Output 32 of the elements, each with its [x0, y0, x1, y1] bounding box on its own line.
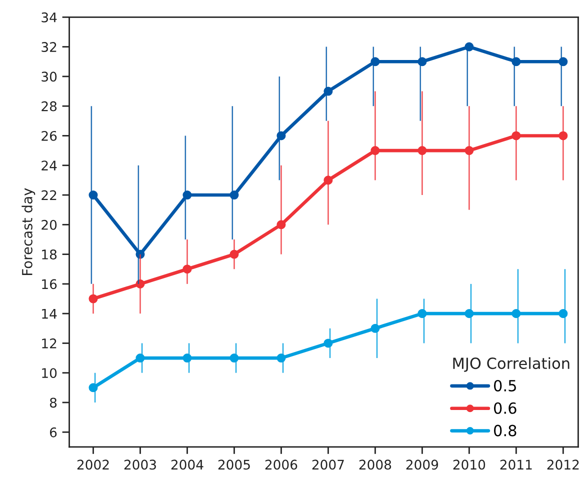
y-tick-label: 6: [50, 427, 57, 438]
y-tick-label: 24: [42, 160, 57, 170]
y-tick-label: 34: [42, 12, 57, 22]
y-tick-label: 32: [42, 42, 56, 52]
y-tick-label: 14: [42, 308, 57, 319]
y-tick-label: 30: [42, 72, 57, 82]
legend-label: 0.5: [494, 380, 516, 392]
y-tick-label: 26: [42, 130, 57, 141]
y-tick-label: 28: [42, 101, 57, 112]
x-tick-label: 2003: [124, 460, 156, 470]
y-tick-label: 16: [42, 279, 57, 290]
y-tick-label: 20: [42, 220, 57, 230]
x-tick-label: 2010: [453, 460, 486, 470]
y-tick-label: 12: [42, 338, 56, 348]
x-tick-label: 2005: [218, 460, 250, 470]
x-tick-label: 2002: [77, 460, 109, 470]
legend-title: MJO Correlation: [453, 357, 570, 372]
x-tick-label: 2007: [312, 460, 344, 470]
x-tick-label: 2006: [265, 460, 298, 470]
x-tick-label: 2011: [500, 460, 532, 470]
y-tick-label: 18: [42, 250, 57, 260]
legend-label: 0.8: [494, 424, 516, 436]
x-tick-label: 2004: [171, 460, 204, 470]
x-tick-label: 2008: [359, 460, 392, 470]
y-tick-label: 10: [42, 368, 57, 378]
x-tick-label: 2012: [547, 460, 579, 470]
x-tick-label: 2009: [406, 460, 438, 470]
legend-label: 0.6: [494, 402, 516, 414]
y-tick-label: 22: [42, 190, 56, 200]
y-axis-title: Forecast day: [22, 188, 36, 276]
point: [464, 42, 474, 52]
y-tick-label: 8: [50, 398, 57, 408]
